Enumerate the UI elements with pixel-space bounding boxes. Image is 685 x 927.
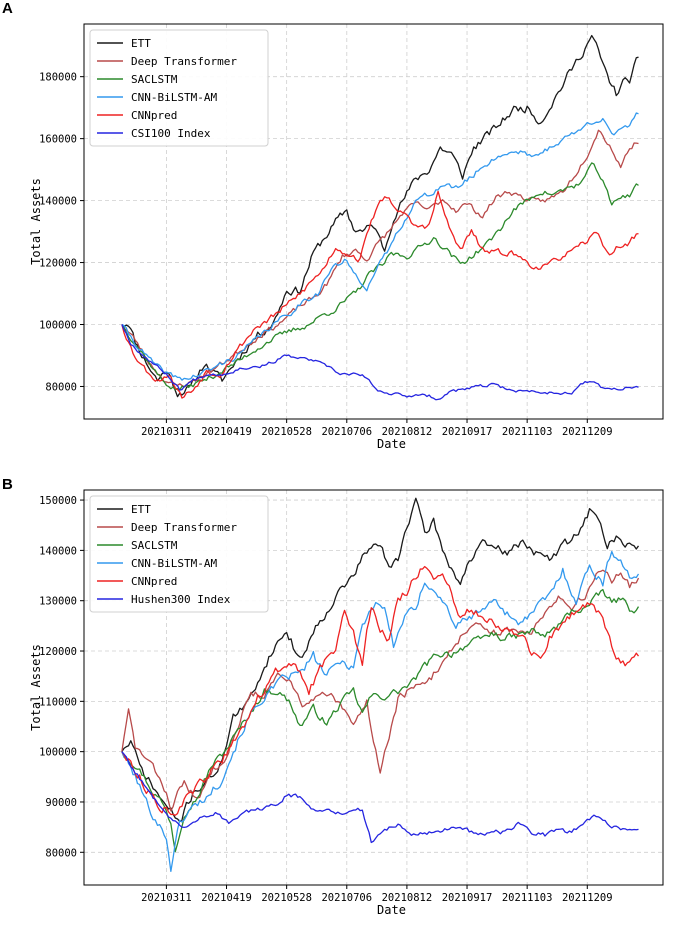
panel-label-a: A: [2, 0, 13, 17]
chart-b-x-tick-label: 20210419: [201, 892, 252, 904]
chart-b-series-line-5: [121, 751, 639, 844]
chart-a-frame: [83, 23, 664, 420]
chart-a-y-tick-label: 100000: [39, 320, 77, 332]
chart-a-legend-label: CSI100 Index: [131, 127, 211, 140]
chart-b-total-assets: 80000 90000 100000 110000 120000 130000 140000…: [29, 489, 664, 917]
chart-a-y-axis-title: Total Assets: [29, 178, 43, 265]
chart-a-series-line-3: [121, 112, 639, 381]
chart-b-series-line-3: [121, 550, 640, 873]
chart-a-legend-label: CNN-BiLSTM-AM: [131, 91, 217, 104]
chart-a-x-tick-label: 20211103: [502, 426, 553, 438]
chart-b-y-tick-label: 80000: [45, 847, 77, 859]
chart-a-y-tick-label: 120000: [39, 258, 77, 270]
chart-b-y-tick-label: 90000: [45, 797, 77, 809]
chart-b-legend-label: CNN-BiLSTM-AM: [131, 557, 217, 570]
chart-a-x-tick-label: 20210528: [261, 426, 312, 438]
chart-b-legend: ETT Deep Transformer SACLSTM CNN-BiLSTM-AM C…: [89, 495, 269, 613]
chart-a-y-tick-label: 140000: [39, 196, 77, 208]
chart-b-y-tick-label: 120000: [39, 646, 77, 658]
chart-b-legend-label: SACLSTM: [131, 539, 178, 552]
chart-a-x-tick-label: 20210419: [201, 426, 252, 438]
chart-a-x-tick-label: 20210812: [382, 426, 433, 438]
chart-b-legend-label: CNNpred: [131, 575, 177, 588]
chart-b-x-tick-label: 20210812: [382, 892, 433, 904]
chart-b-frame: [83, 489, 664, 886]
chart-b-series-line-2: [121, 588, 640, 853]
chart-b-legend-label: Hushen300 Index: [131, 593, 231, 606]
chart-b-series-line-4: [121, 565, 640, 816]
chart-b-x-tick-label: 20211209: [562, 892, 613, 904]
chart-b-y-tick-label: 110000: [39, 696, 77, 708]
chart-b-x-axis-title: Date: [377, 903, 406, 917]
chart-b-y-tick-label: 140000: [39, 545, 77, 557]
chart-a-series-line-5: [121, 324, 639, 401]
chart-a-total-assets: 80000 100000 120000 140000 160000 180000 20210…: [29, 23, 664, 451]
chart-b-series-line-1: [121, 569, 640, 812]
chart-a-series-line-2: [121, 162, 639, 391]
chart-a-legend-box: [89, 29, 269, 147]
chart-b-y-tick-label: 130000: [39, 596, 77, 608]
chart-a-legend-label: CNNpred: [131, 109, 177, 122]
chart-a-legend-label: Deep Transformer: [131, 55, 237, 68]
chart-b-x-tick-label: 20210917: [442, 892, 493, 904]
chart-b-legend-label: Deep Transformer: [131, 521, 237, 534]
chart-a-series-line-4: [121, 190, 639, 399]
chart-a-y-tick-label: 180000: [39, 72, 77, 84]
chart-a-x-axis-title: Date: [377, 437, 406, 451]
chart-a-series-line-0: [121, 34, 639, 398]
chart-a-x-tick-label: 20210706: [321, 426, 372, 438]
chart-a-legend-label: SACLSTM: [131, 73, 178, 86]
chart-a-x-tick-label: 20211209: [562, 426, 613, 438]
chart-b-y-axis-title: Total Assets: [29, 644, 43, 731]
chart-b-legend-box: [89, 495, 269, 613]
panel-label-b: B: [2, 476, 13, 493]
chart-a-legend: ETT Deep Transformer SACLSTM CNN-BiLSTM-AM C…: [89, 29, 269, 147]
chart-b-x-tick-label: 20210706: [321, 892, 372, 904]
chart-a-x-tick-label: 20210311: [141, 426, 192, 438]
chart-b-x-tick-label: 20211103: [502, 892, 553, 904]
chart-a-y-tick-label: 160000: [39, 134, 77, 146]
chart-b-y-tick-label: 150000: [39, 495, 77, 507]
chart-b-legend-label: ETT: [131, 503, 151, 516]
chart-b-x-tick-label: 20210311: [141, 892, 192, 904]
chart-b-x-tick-label: 20210528: [261, 892, 312, 904]
chart-a-y-tick-label: 80000: [45, 381, 77, 393]
chart-a-x-tick-label: 20210917: [442, 426, 493, 438]
chart-a-legend-label: ETT: [131, 37, 151, 50]
chart-b-y-tick-label: 100000: [39, 747, 77, 759]
